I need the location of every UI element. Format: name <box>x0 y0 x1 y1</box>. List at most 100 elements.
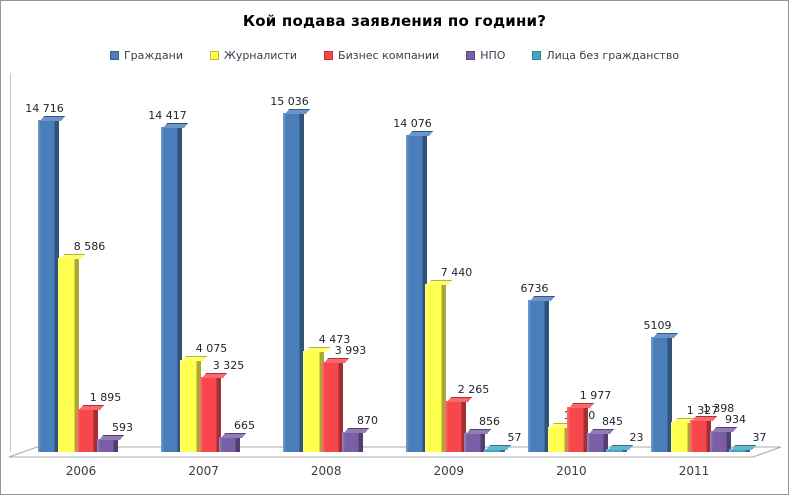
bar-top-face <box>447 397 473 402</box>
y-axis-wall <box>10 73 11 452</box>
legend-label-ngo: НПО <box>480 49 506 62</box>
value-label-citizens-2011: 5109 <box>643 319 672 332</box>
bar-top-face <box>466 429 492 434</box>
value-label-stateless-persons-2009: 57 <box>507 431 522 444</box>
bar-business-companies-2006 <box>77 405 105 452</box>
bar-top-face <box>79 405 105 410</box>
bar-top-face <box>324 358 350 363</box>
legend-item-stateless-persons: Лица без гражданство <box>532 49 679 62</box>
bar-citizens-2007 <box>161 123 189 452</box>
value-label-citizens-2007: 14 417 <box>148 109 187 122</box>
bar-journalists-2010 <box>548 423 576 452</box>
bar-ngo-2009 <box>464 429 492 452</box>
bar-top-face <box>305 347 331 352</box>
value-label-ngo-2010: 845 <box>602 415 623 428</box>
x-axis-label-2009: 2009 <box>433 464 465 478</box>
x-axis-label-2006: 2006 <box>65 464 97 478</box>
bar-business-companies-2008 <box>322 358 350 452</box>
bar-top-face <box>427 280 453 285</box>
value-label-business-companies-2009: 2 265 <box>457 383 490 396</box>
bar-stateless-persons-2011 <box>729 445 757 452</box>
value-label-citizens-2009: 14 076 <box>393 117 432 130</box>
bar-top-face <box>40 116 66 121</box>
value-label-business-companies-2011: 1 398 <box>702 402 735 415</box>
value-label-ngo-2011: 934 <box>725 413 746 426</box>
x-axis-label-2011: 2011 <box>678 464 710 478</box>
value-label-ngo-2008: 870 <box>357 414 378 427</box>
bar-top-face <box>182 356 208 361</box>
bar-top-face <box>486 445 512 450</box>
bar-top-face <box>569 403 595 408</box>
value-label-stateless-persons-2011: 37 <box>752 431 767 444</box>
value-label-business-companies-2007: 3 325 <box>212 359 245 372</box>
bar-top-face <box>731 445 757 450</box>
legend-item-journalists: Журналисти <box>209 49 297 62</box>
legend-swatch-business-companies <box>324 51 334 60</box>
value-label-business-companies-2008: 3 993 <box>334 344 367 357</box>
value-label-journalists-2011: 1 327 <box>686 404 719 417</box>
bar-top-face <box>163 123 189 128</box>
value-label-ngo-2007: 665 <box>234 419 255 432</box>
legend-swatch-stateless-persons <box>532 51 542 60</box>
bar-stateless-persons-2009 <box>484 445 512 452</box>
bar-journalists-2009 <box>425 280 453 452</box>
legend-swatch-journalists <box>209 51 219 60</box>
bar-stateless-persons-2010 <box>606 445 634 452</box>
bar-top-face <box>589 429 615 434</box>
bar-top-face <box>60 254 86 259</box>
bar-citizens-2006 <box>38 116 66 452</box>
value-label-stateless-persons-2010: 23 <box>629 431 644 444</box>
bar-ngo-2010 <box>587 429 615 452</box>
value-label-journalists-2006: 8 586 <box>73 240 106 253</box>
bar-top-face <box>202 373 228 378</box>
value-label-ngo-2006: 593 <box>112 421 133 434</box>
bar-top-face <box>608 445 634 450</box>
x-axis-label-2007: 2007 <box>188 464 219 478</box>
bar-citizens-2008 <box>283 109 311 452</box>
chart-title: Кой подава заявления по години? <box>242 12 547 30</box>
bar-business-companies-2009 <box>445 397 473 452</box>
bar-ngo-2011 <box>710 427 738 452</box>
legend-swatch-ngo <box>466 51 476 60</box>
bar-top-face <box>344 428 370 433</box>
value-label-journalists-2008: 4 473 <box>318 333 351 346</box>
value-label-business-companies-2010: 1 977 <box>579 389 612 402</box>
bar-top-face <box>99 435 125 440</box>
chart-legend: Граждани Журналисти Бизнес компании НПО Лица… <box>1 49 788 62</box>
x-axis-label-2010: 2010 <box>556 464 587 478</box>
value-label-citizens-2006: 14 716 <box>25 102 64 115</box>
bar-top-face <box>653 333 679 338</box>
legend-item-ngo: НПО <box>466 49 505 62</box>
x-axis-label-2008: 2008 <box>310 464 342 478</box>
bar-business-companies-2011 <box>690 416 718 452</box>
bar-citizens-2010 <box>528 296 556 452</box>
bar-top-face <box>285 109 311 114</box>
value-label-business-companies-2006: 1 895 <box>89 391 122 404</box>
bar-journalists-2007 <box>180 356 208 452</box>
value-label-ngo-2009: 856 <box>479 415 500 428</box>
bar-ngo-2007 <box>219 433 247 452</box>
bar-journalists-2006 <box>58 254 86 452</box>
bar-top-face <box>692 416 718 421</box>
bar-business-companies-2010 <box>567 403 595 452</box>
legend-swatch-citizens <box>109 51 119 60</box>
bar-ngo-2006 <box>97 435 125 452</box>
legend-label-stateless-persons: Лица без гражданство <box>546 49 680 62</box>
bar-citizens-2009 <box>406 131 434 452</box>
bar-citizens-2011 <box>651 333 679 452</box>
legend-label-business-companies: Бизнес компании <box>338 49 440 62</box>
bar-business-companies-2007 <box>200 373 228 452</box>
legend-item-business-companies: Бизнес компании <box>324 49 439 62</box>
bar-ngo-2008 <box>342 428 370 452</box>
value-label-citizens-2010: 6736 <box>520 282 549 295</box>
legend-label-citizens: Граждани <box>123 49 183 62</box>
bar-journalists-2008 <box>303 347 331 452</box>
bar-top-face <box>221 433 247 438</box>
legend-item-citizens: Граждани <box>109 49 183 62</box>
value-label-citizens-2008: 15 036 <box>270 95 309 108</box>
bar-top-face <box>712 427 738 432</box>
bar-top-face <box>408 131 434 136</box>
value-label-journalists-2007: 4 075 <box>195 342 228 355</box>
